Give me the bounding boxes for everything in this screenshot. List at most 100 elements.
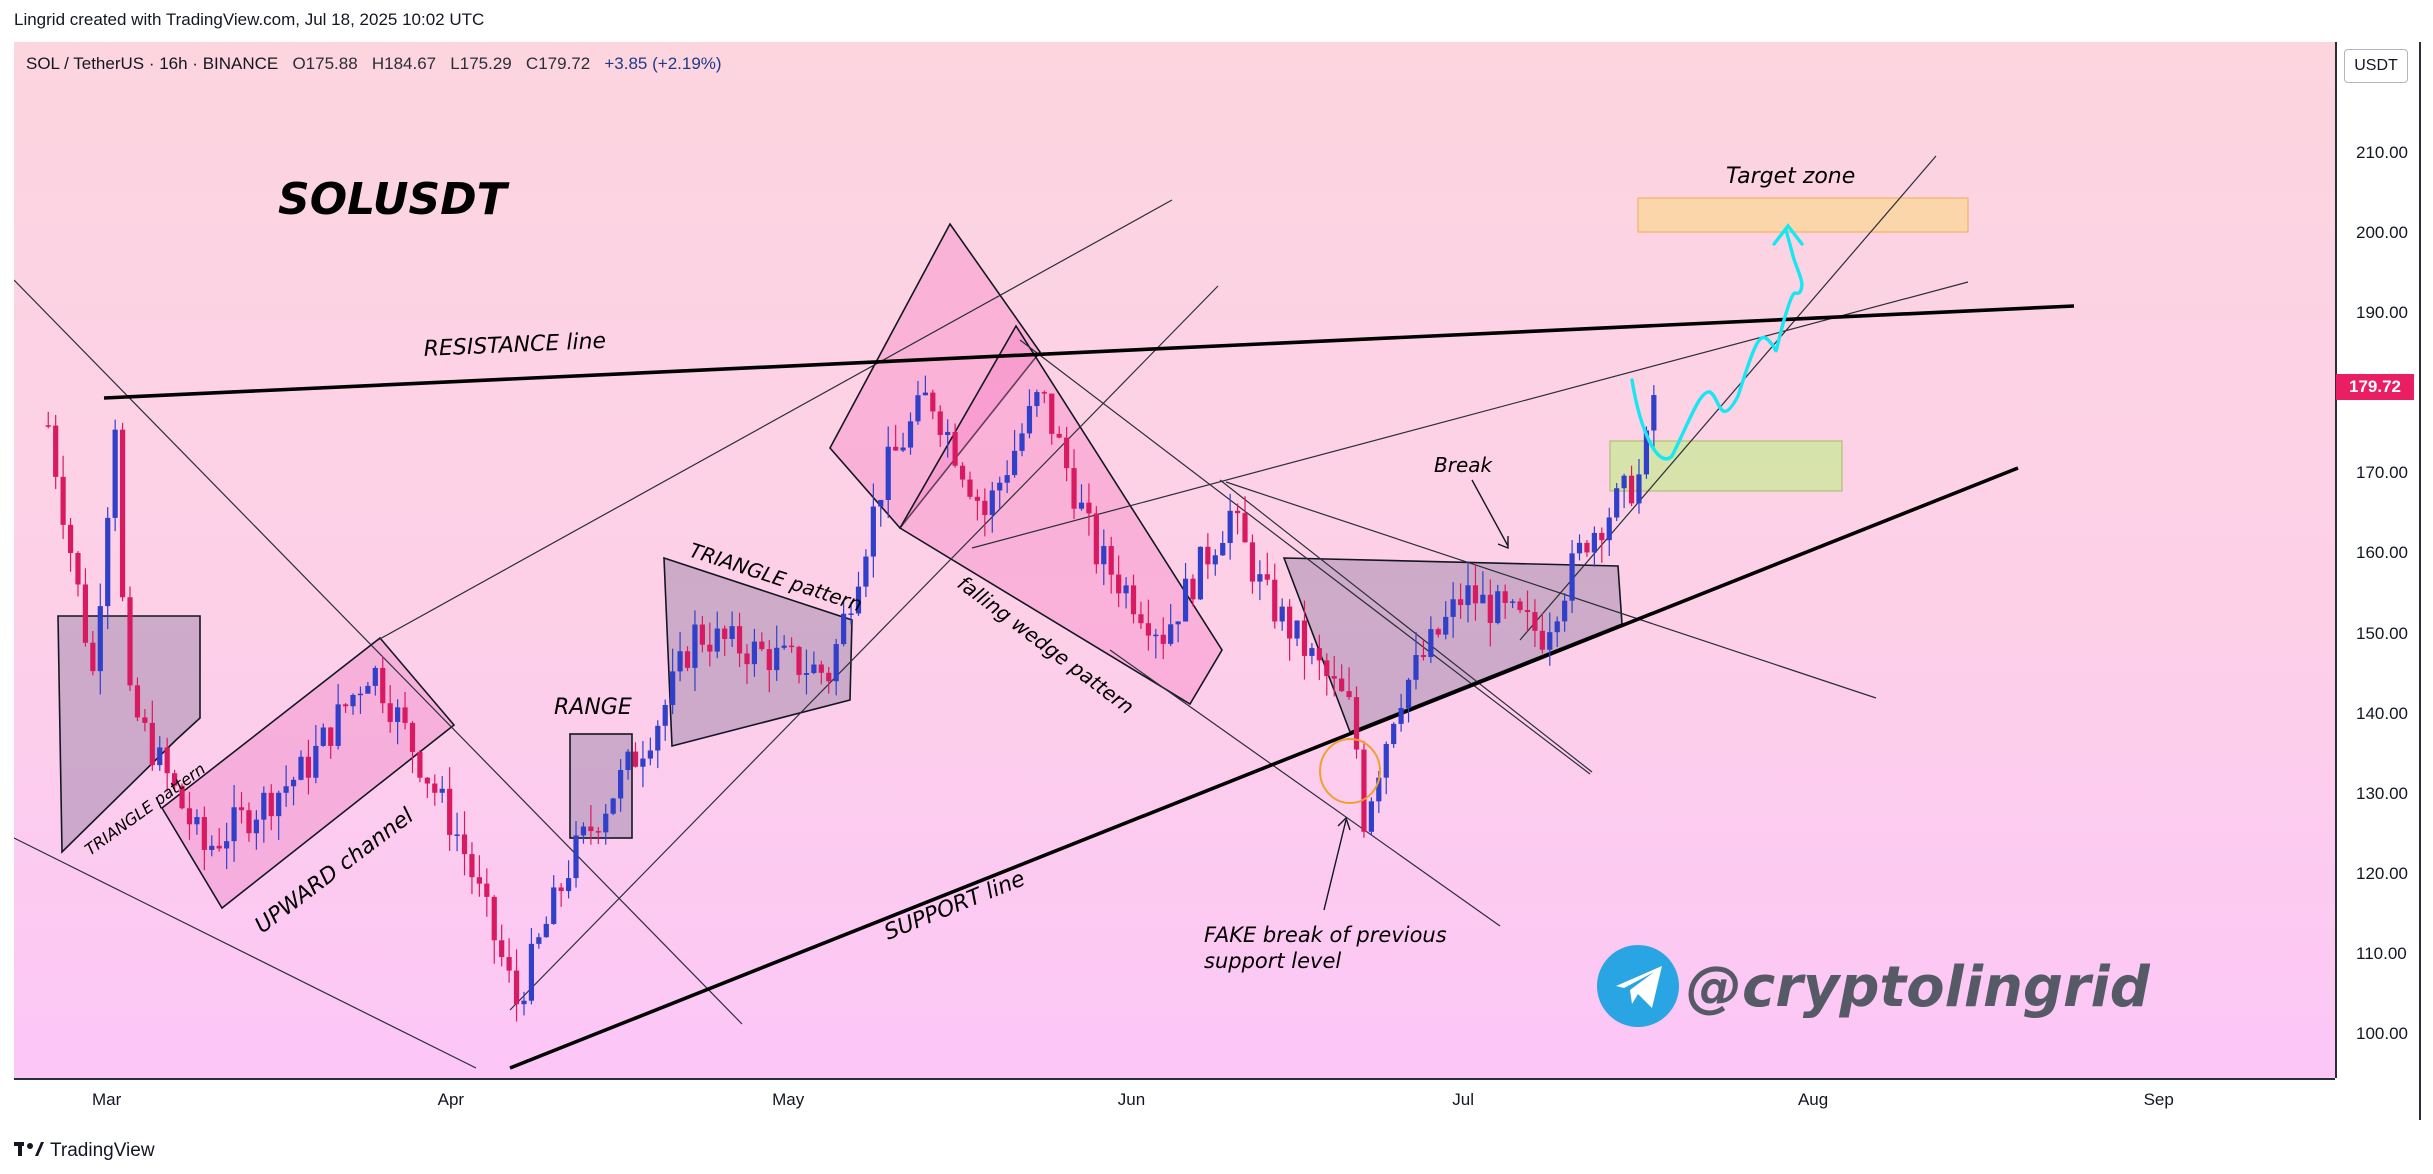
candle-body [157,747,163,766]
candle-body [1532,612,1538,631]
tradingview-logo-icon [14,1142,44,1156]
candle-body [484,883,490,897]
candle-body [350,694,356,707]
candle-body [1316,648,1322,661]
candle-body [1093,513,1099,565]
candle-body [1026,406,1033,434]
candle-body [409,722,416,752]
candle-body [759,641,765,650]
candle-body [476,877,482,884]
candle-body [290,779,297,787]
candle-body [1398,708,1404,724]
candle-body [573,835,579,879]
candle-body [1212,555,1218,565]
candle-body [536,937,542,944]
candle-body [974,496,981,501]
candle-body [253,819,259,834]
candle-body [1197,546,1204,600]
close-value: C179.72 [525,54,591,73]
candle-body [1510,601,1516,603]
projection-arrow-head [1772,223,1804,246]
candle-body [513,970,520,1005]
price-tick-label: 110.00 [2356,943,2407,963]
candle-body [521,1000,527,1005]
candle-body [893,446,899,451]
candle-body [1443,616,1449,635]
price-tick-label: 140.00 [2356,703,2408,723]
candle-body [915,395,921,422]
candle-body [788,645,795,648]
candle-body [305,756,312,778]
candle-body [982,500,988,515]
candle-body [618,770,624,799]
candle-body [818,664,824,673]
candle-body [1324,660,1330,677]
candle-body [1584,542,1590,553]
branding-handle: @cryptolingrid [1686,955,2151,1020]
candle-body [1257,574,1263,582]
price-tick-label: 100.00 [2356,1024,2408,1043]
candle-body [714,628,720,652]
candle-body [1361,749,1367,832]
candle-body [1405,679,1412,709]
candle-body [937,411,943,435]
candle-body [662,705,668,726]
time-tick-label: Mar [92,1090,122,1109]
candle-body [1636,474,1642,504]
currency-badge[interactable]: USDT [2344,49,2408,83]
candle-body [194,817,200,825]
candle-body [751,641,758,665]
candle-body [744,653,750,665]
candle-body [1495,591,1501,623]
candle-body [1004,475,1010,483]
candle-body [647,750,653,759]
candle-body [1309,648,1315,656]
candle-body [1272,579,1278,622]
candle-body [1287,606,1293,639]
symbol-label: SOL / TetherUS · 16h · BINANCE [26,54,279,73]
projection-path [1630,228,1804,461]
candle-body [97,606,103,672]
candle-body [112,429,118,518]
support-line [509,466,2019,1070]
candle-body [959,465,966,480]
symbol-info-bar[interactable]: SOL / TetherUS · 16h · BINANCE O175.88 H… [26,54,722,74]
candle-body [320,727,326,746]
candle-body [1138,614,1144,624]
telegram-icon [1597,945,1679,1027]
candle-body [677,651,683,672]
candle-body [870,506,876,557]
candle-body [1071,468,1077,509]
candle-body [1168,624,1174,644]
triangle-pattern-shape [57,615,201,854]
candle-body [989,490,995,515]
candle-body [432,783,438,793]
price-tick-label: 200.00 [2356,223,2408,242]
time-tick-label: May [772,1090,805,1109]
candle-body [1547,632,1553,650]
candle-body [640,758,646,767]
candle-body [1101,546,1107,565]
candle-body [1569,553,1575,601]
candle-body [826,672,832,682]
candle-body [684,651,691,668]
candle-body [1599,532,1605,541]
candle-body [142,717,148,723]
candle-body [833,644,839,682]
candle-body [1205,546,1211,565]
target-zone-label: Target zone [1726,164,1855,189]
candle-body [1116,574,1122,594]
candle-body [811,664,817,674]
candle-body [1056,433,1062,438]
candle-body [387,703,393,722]
candle-body [1220,543,1226,556]
candle-body [1086,502,1092,514]
candle-body [1346,691,1352,698]
price-axis[interactable] [2335,42,2421,1078]
resistance-label: RESISTANCE line [423,329,606,362]
candle-body [1591,532,1597,553]
candle-body [1123,585,1129,594]
candle-body [276,792,282,817]
candle-body [342,704,349,707]
candle-body [1331,676,1337,679]
